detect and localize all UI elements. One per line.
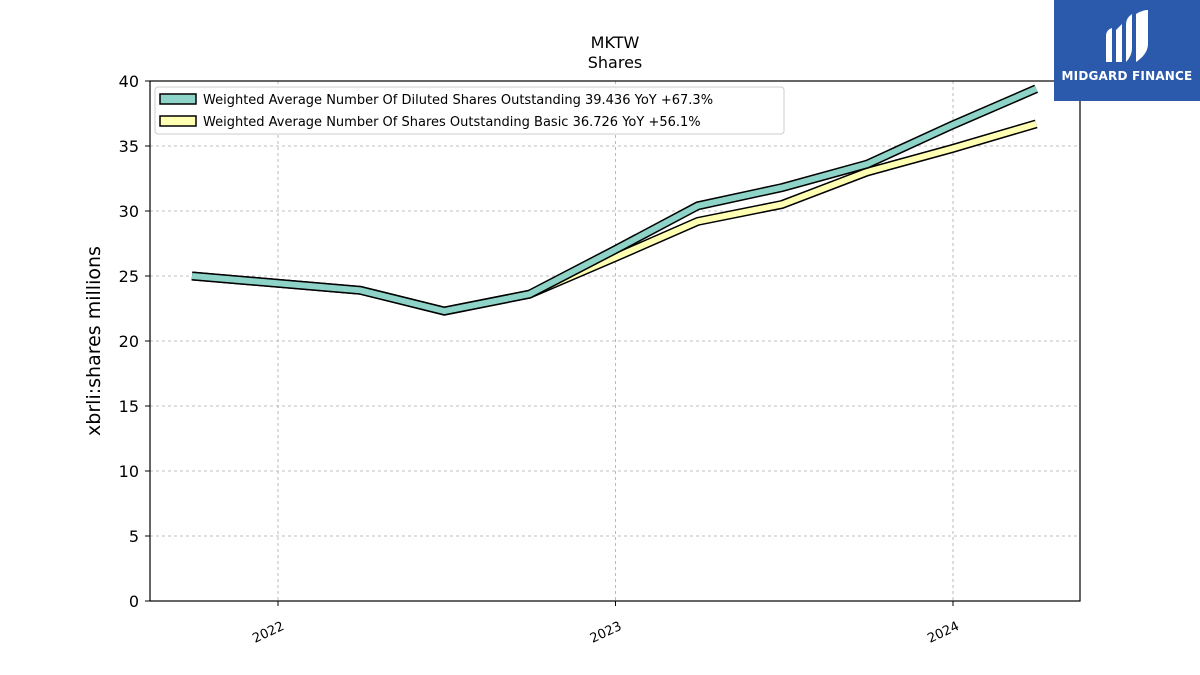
y-tick-label: 30 (119, 202, 139, 221)
legend-entry-basic: Weighted Average Number Of Shares Outsta… (203, 115, 701, 130)
y-tick-label: 40 (119, 72, 139, 91)
y-tick-label: 20 (119, 332, 139, 351)
x-tick-label: 2023 (588, 619, 624, 647)
y-axis: 0 5 10 15 20 25 30 35 40 (119, 72, 150, 611)
y-tick-label: 15 (119, 397, 139, 416)
y-tick-label: 0 (129, 592, 139, 611)
y-tick-label: 5 (129, 527, 139, 546)
x-tick-label: 2022 (250, 619, 286, 647)
chart-subtitle: Shares (588, 53, 643, 72)
y-tick-label: 35 (119, 137, 139, 156)
legend-swatch-diluted (159, 93, 197, 105)
x-axis: 2022 2023 2024 (250, 601, 962, 647)
legend-entry-diluted: Weighted Average Number Of Diluted Share… (203, 93, 713, 108)
brand-name: MIDGARD FINANCE (1061, 69, 1193, 83)
brand-mark-icon (1106, 10, 1148, 62)
series-layer (191, 84, 1038, 316)
y-tick-label: 25 (119, 267, 139, 286)
y-axis-label: xbrli:shares millions (83, 246, 105, 436)
legend-box (154, 86, 785, 135)
chart-title: MKTW (591, 33, 640, 52)
x-tick-label: 2024 (925, 619, 961, 647)
series-line-0 (191, 86, 1038, 315)
legend: Weighted Average Number Of Diluted Share… (154, 86, 785, 135)
legend-swatch-basic (159, 115, 197, 127)
brand-logo: MIDGARD FINANCE (1054, 0, 1200, 101)
grid-lines (150, 81, 1080, 601)
y-tick-label: 10 (119, 462, 139, 481)
